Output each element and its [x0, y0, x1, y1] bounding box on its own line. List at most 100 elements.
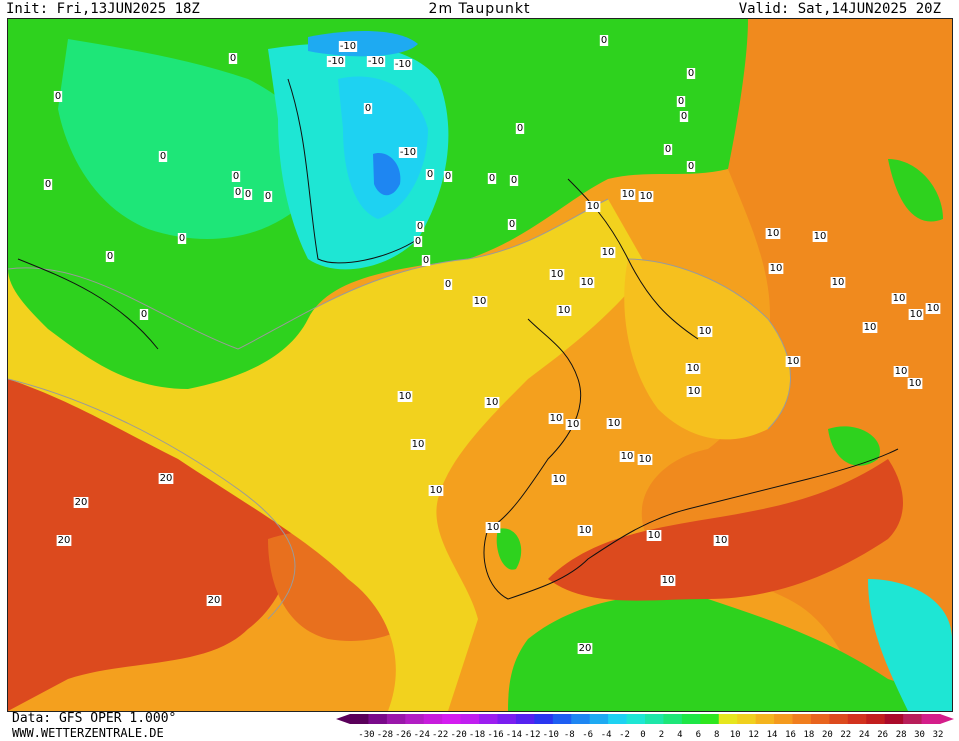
contour-label-box — [908, 309, 924, 320]
site-credit: WWW.WETTERZENTRALE.DE — [12, 726, 164, 740]
contour-label: 0 — [243, 189, 253, 200]
contour-label: -10 — [366, 56, 386, 67]
contour-label-box — [363, 103, 373, 114]
legend-swatch — [866, 714, 886, 724]
legend-tick-label: -12 — [524, 730, 540, 740]
contour-label: 10 — [397, 391, 413, 402]
contour-label: 0 — [686, 68, 696, 79]
contour-label: 10 — [637, 454, 653, 465]
contour-label-text: 10 — [550, 413, 563, 424]
contour-label-box — [606, 418, 622, 429]
contour-label-text: 10 — [487, 522, 500, 533]
legend-swatch — [681, 714, 701, 724]
legend-tick-label: -30 — [358, 730, 374, 740]
contour-label-box — [413, 236, 423, 247]
contour-label: 0 — [177, 233, 187, 244]
contour-label-text: 10 — [787, 356, 800, 367]
contour-label: 10 — [765, 228, 781, 239]
contour-label: 10 — [713, 535, 729, 546]
legend-swatch — [534, 714, 554, 724]
contour-label-box — [577, 525, 593, 536]
contour-label: 10 — [893, 366, 909, 377]
legend-tick-label: 0 — [640, 730, 645, 740]
legend-tick-label: 8 — [714, 730, 719, 740]
contour-label: 0 — [263, 191, 273, 202]
contour-label-box — [551, 474, 567, 485]
contour-label-text: 10 — [909, 378, 922, 389]
contour-label-text: -10 — [368, 56, 384, 67]
contour-label-text: 0 — [365, 103, 371, 114]
valid-time: Valid: Sat,14JUN2025 20Z — [738, 1, 941, 17]
legend-tick-label: -14 — [506, 730, 522, 740]
contour-label: 10 — [600, 247, 616, 258]
contour-label-box — [515, 123, 525, 134]
contour-label: 0 — [425, 169, 435, 180]
coastline — [567, 178, 699, 340]
contour-label: 0 — [43, 179, 53, 190]
contour-label-text: 0 — [160, 151, 166, 162]
contour-label: 10 — [812, 231, 828, 242]
contour-label-box — [231, 171, 241, 182]
contour-label-box — [830, 277, 846, 288]
contour-label-text: 10 — [474, 296, 487, 307]
legend-swatch — [700, 714, 720, 724]
contour-label-box — [105, 251, 115, 262]
contour-label-text: -10 — [400, 147, 416, 158]
contour-label: 20 — [73, 497, 89, 508]
contour-label-box — [158, 151, 168, 162]
contour-label-box — [637, 454, 653, 465]
legend-swatch — [847, 714, 867, 724]
contour-label-box — [326, 56, 346, 67]
contour-label-box — [228, 53, 238, 64]
contour-label: 20 — [206, 595, 222, 606]
contour-label-box — [579, 277, 595, 288]
contour-label: 10 — [484, 397, 500, 408]
contour-label: 10 — [556, 305, 572, 316]
contour-label-text: 20 — [75, 497, 88, 508]
contour-label: 10 — [428, 485, 444, 496]
contour-label-box — [697, 326, 713, 337]
legend-swatch — [792, 714, 812, 724]
contour-label-box — [685, 363, 701, 374]
contour-label-text: 10 — [621, 451, 634, 462]
contour-label: 0 — [413, 236, 423, 247]
contour-label-text: -10 — [395, 59, 411, 70]
contour-label-box — [925, 303, 941, 314]
contour-label: 0 — [663, 144, 673, 155]
contour-label-text: 10 — [567, 419, 580, 430]
contour-label-text: -10 — [340, 41, 356, 52]
contour-label-box — [158, 473, 174, 484]
legend-tick-label: 24 — [859, 730, 870, 740]
legend-tick-label: -2 — [619, 730, 630, 740]
contour-label-text: 10 — [587, 201, 600, 212]
contour-label-box — [56, 535, 72, 546]
contour-label: 10 — [619, 451, 635, 462]
contour-label: 10 — [925, 303, 941, 314]
contour-line — [8, 198, 609, 350]
data-source: Data: GFS OPER 1.000° — [12, 711, 177, 726]
contour-label-box — [177, 233, 187, 244]
legend-swatch — [884, 714, 904, 724]
contour-label: 10 — [862, 322, 878, 333]
contour-label-text: 10 — [893, 293, 906, 304]
legend-swatch — [497, 714, 517, 724]
contour-label-text: 0 — [678, 96, 684, 107]
legend-tick-label: -10 — [543, 730, 559, 740]
contour-label-box — [891, 293, 907, 304]
contour-label: -10 — [326, 56, 346, 67]
legend-tick-label: -20 — [450, 730, 466, 740]
legend-arrow-right — [940, 714, 954, 724]
legend-tick-label: 32 — [933, 730, 944, 740]
contour-label-box — [862, 322, 878, 333]
legend-tick-label: -16 — [487, 730, 503, 740]
legend-bar — [336, 714, 954, 724]
contour-label-box — [484, 397, 500, 408]
contour-label-text: 0 — [665, 144, 671, 155]
contour-label-text: 10 — [648, 530, 661, 541]
contour-label-text: 10 — [864, 322, 877, 333]
contour-label-box — [549, 269, 565, 280]
contour-label-box — [233, 187, 243, 198]
contour-label-text: 0 — [445, 171, 451, 182]
contour-label-text: 0 — [517, 123, 523, 134]
